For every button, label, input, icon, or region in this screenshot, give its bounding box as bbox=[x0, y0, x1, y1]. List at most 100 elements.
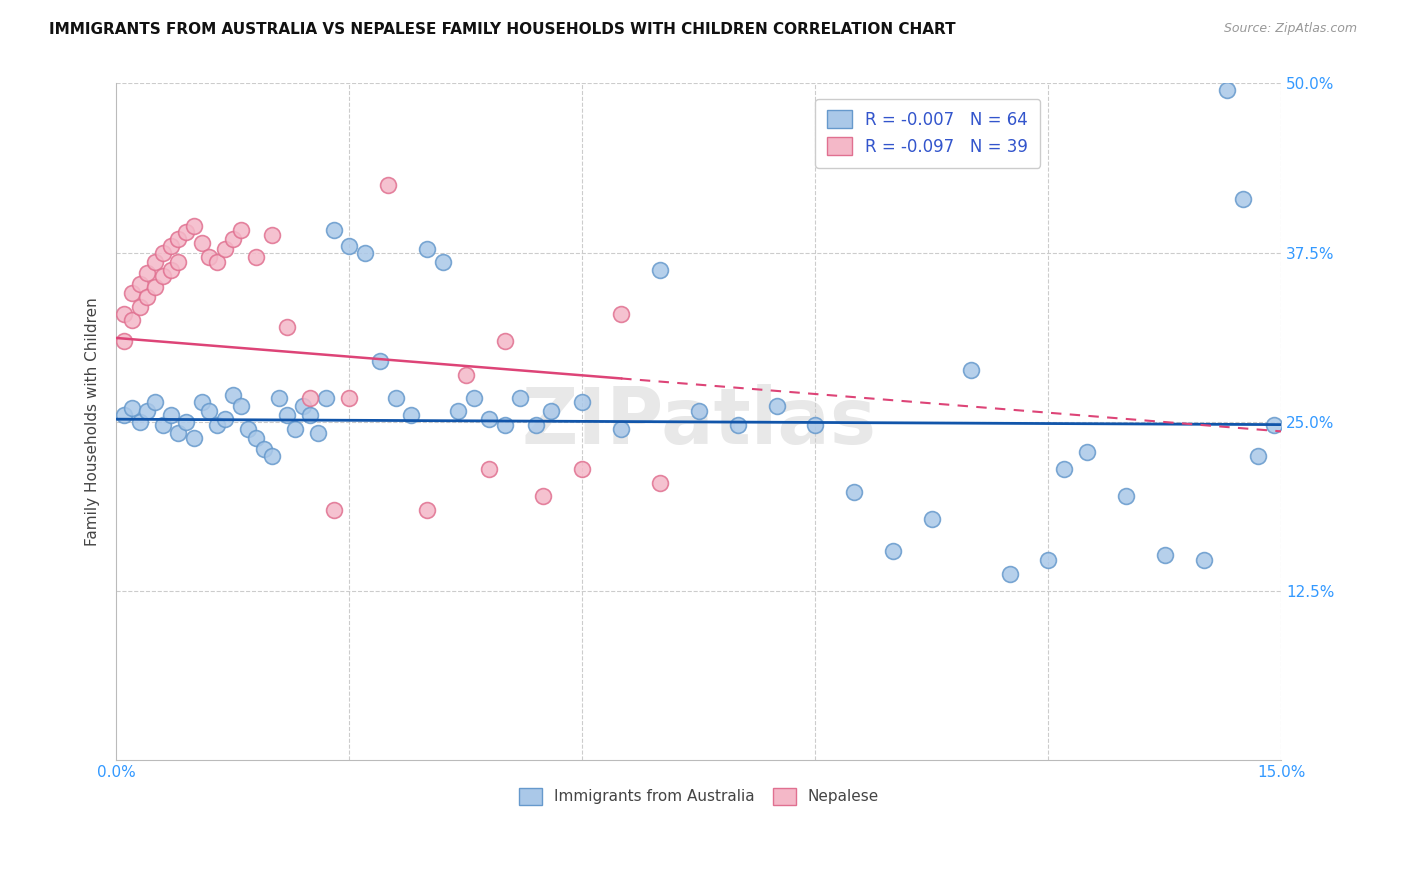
Point bbox=[174, 226, 197, 240]
Point bbox=[190, 236, 212, 251]
Point bbox=[136, 404, 159, 418]
Point bbox=[765, 399, 787, 413]
Text: ZIPatlas: ZIPatlas bbox=[522, 384, 876, 460]
Point bbox=[183, 431, 205, 445]
Point bbox=[159, 408, 181, 422]
Point bbox=[727, 417, 749, 432]
Point bbox=[454, 368, 477, 382]
Point bbox=[524, 417, 547, 432]
Point bbox=[183, 219, 205, 233]
Point bbox=[478, 462, 501, 476]
Point bbox=[1232, 192, 1254, 206]
Point bbox=[214, 242, 236, 256]
Point bbox=[136, 290, 159, 304]
Point bbox=[299, 408, 322, 422]
Point bbox=[245, 250, 267, 264]
Point bbox=[229, 222, 252, 236]
Point bbox=[121, 401, 143, 416]
Point bbox=[571, 394, 593, 409]
Point bbox=[299, 391, 322, 405]
Point bbox=[377, 178, 399, 192]
Point bbox=[432, 255, 454, 269]
Point bbox=[167, 425, 190, 440]
Point bbox=[238, 422, 260, 436]
Text: IMMIGRANTS FROM AUSTRALIA VS NEPALESE FAMILY HOUSEHOLDS WITH CHILDREN CORRELATIO: IMMIGRANTS FROM AUSTRALIA VS NEPALESE FA… bbox=[49, 22, 956, 37]
Point bbox=[307, 425, 329, 440]
Point bbox=[509, 391, 531, 405]
Point bbox=[143, 255, 166, 269]
Point bbox=[322, 503, 344, 517]
Point bbox=[1076, 444, 1098, 458]
Point bbox=[416, 503, 439, 517]
Point bbox=[253, 442, 276, 456]
Point bbox=[152, 417, 174, 432]
Point bbox=[276, 320, 298, 334]
Point bbox=[1263, 417, 1285, 432]
Point bbox=[128, 277, 150, 291]
Point bbox=[322, 222, 344, 236]
Point bbox=[143, 279, 166, 293]
Point bbox=[1053, 462, 1076, 476]
Point bbox=[128, 300, 150, 314]
Point bbox=[1247, 449, 1270, 463]
Point bbox=[804, 417, 827, 432]
Point bbox=[648, 475, 671, 490]
Point bbox=[353, 245, 375, 260]
Point bbox=[648, 263, 671, 277]
Point bbox=[284, 422, 307, 436]
Point bbox=[222, 388, 245, 402]
Point bbox=[260, 449, 283, 463]
Point bbox=[533, 489, 555, 503]
Point bbox=[401, 408, 423, 422]
Point bbox=[167, 232, 190, 246]
Point bbox=[610, 307, 633, 321]
Point bbox=[998, 566, 1021, 581]
Point bbox=[276, 408, 298, 422]
Point bbox=[540, 404, 562, 418]
Point bbox=[1192, 553, 1215, 567]
Point bbox=[152, 268, 174, 283]
Point bbox=[174, 415, 197, 429]
Point bbox=[370, 354, 392, 368]
Point bbox=[385, 391, 408, 405]
Point bbox=[337, 391, 360, 405]
Text: Source: ZipAtlas.com: Source: ZipAtlas.com bbox=[1223, 22, 1357, 36]
Point bbox=[1115, 489, 1137, 503]
Point bbox=[478, 412, 501, 426]
Point bbox=[494, 417, 516, 432]
Point bbox=[198, 250, 221, 264]
Point bbox=[222, 232, 245, 246]
Point bbox=[112, 334, 135, 348]
Point bbox=[688, 404, 710, 418]
Point bbox=[207, 417, 229, 432]
Point bbox=[207, 255, 229, 269]
Point bbox=[190, 394, 212, 409]
Point bbox=[214, 412, 236, 426]
Point bbox=[136, 266, 159, 280]
Point bbox=[1216, 83, 1239, 97]
Point bbox=[245, 431, 267, 445]
Point bbox=[128, 415, 150, 429]
Point bbox=[112, 408, 135, 422]
Y-axis label: Family Households with Children: Family Households with Children bbox=[86, 298, 100, 546]
Point bbox=[291, 399, 314, 413]
Point bbox=[571, 462, 593, 476]
Point bbox=[447, 404, 470, 418]
Point bbox=[1154, 548, 1177, 562]
Point bbox=[159, 263, 181, 277]
Point bbox=[494, 334, 516, 348]
Point bbox=[1038, 553, 1060, 567]
Point bbox=[610, 422, 633, 436]
Point bbox=[229, 399, 252, 413]
Point bbox=[882, 543, 904, 558]
Point bbox=[260, 228, 283, 243]
Point bbox=[152, 245, 174, 260]
Point bbox=[315, 391, 337, 405]
Point bbox=[269, 391, 291, 405]
Point bbox=[959, 363, 981, 377]
Point bbox=[159, 239, 181, 253]
Legend: Immigrants from Australia, Nepalese: Immigrants from Australia, Nepalese bbox=[509, 779, 889, 814]
Point bbox=[167, 255, 190, 269]
Point bbox=[121, 313, 143, 327]
Point bbox=[121, 286, 143, 301]
